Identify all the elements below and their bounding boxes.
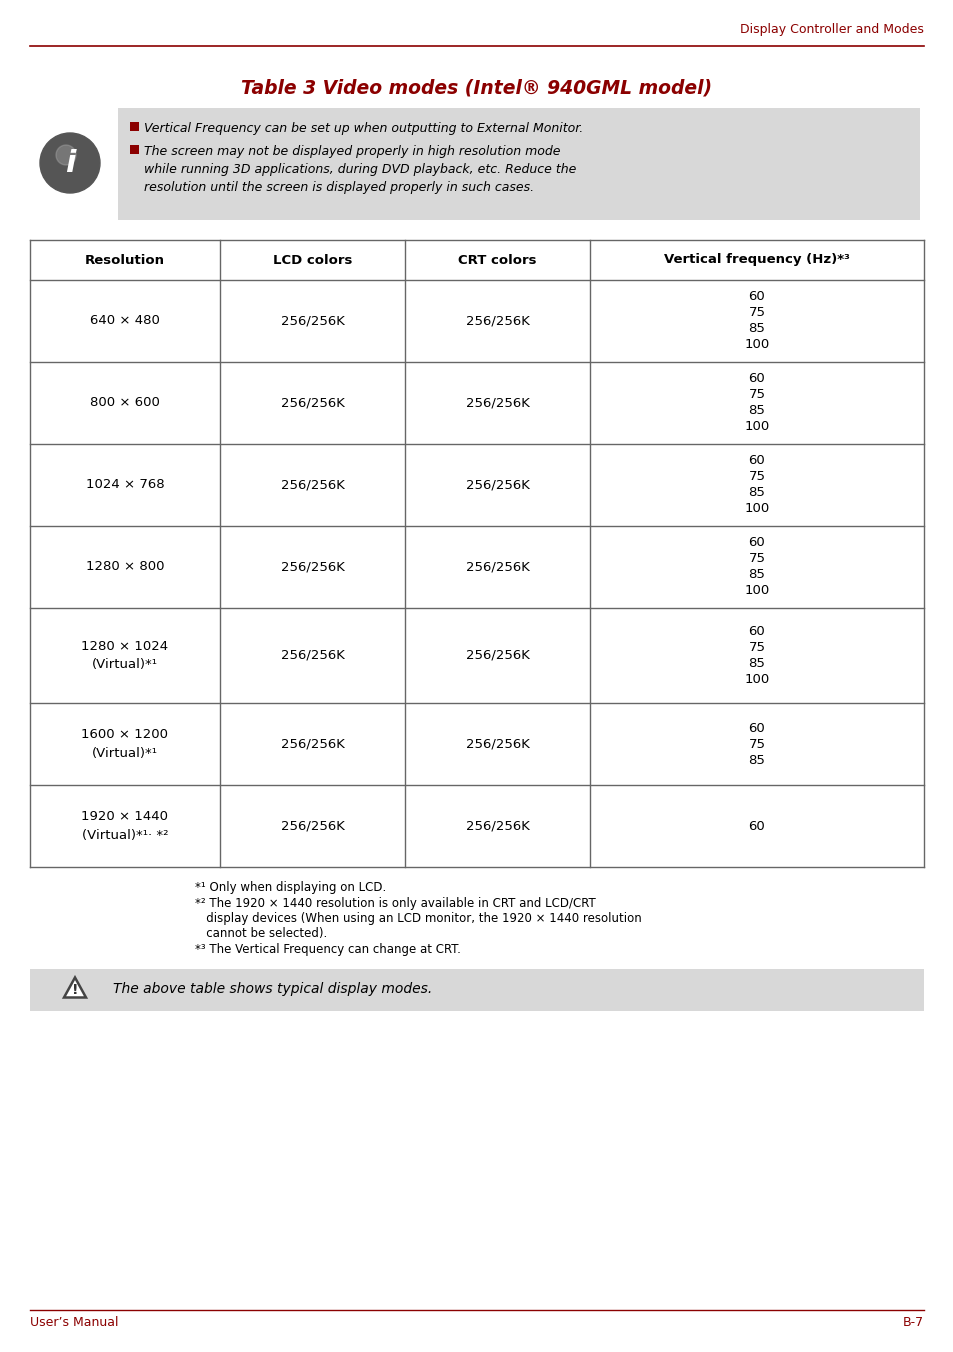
Text: 640 × 480: 640 × 480 (90, 315, 160, 327)
Text: 60: 60 (748, 454, 764, 468)
Text: LCD colors: LCD colors (273, 254, 352, 266)
Text: 256/256K: 256/256K (465, 819, 529, 833)
Text: 256/256K: 256/256K (280, 649, 344, 662)
FancyBboxPatch shape (118, 108, 919, 220)
Text: B-7: B-7 (902, 1315, 923, 1329)
Text: 60: 60 (748, 819, 764, 833)
Text: 256/256K: 256/256K (465, 561, 529, 573)
Text: Table 3 Video modes (Intel® 940GML model): Table 3 Video modes (Intel® 940GML model… (241, 78, 712, 97)
Text: User’s Manual: User’s Manual (30, 1315, 118, 1329)
Text: 100: 100 (743, 338, 769, 352)
Text: 1600 × 1200
(Virtual)*¹: 1600 × 1200 (Virtual)*¹ (81, 729, 169, 760)
Text: The above table shows typical display modes.: The above table shows typical display mo… (112, 983, 432, 996)
Text: 256/256K: 256/256K (280, 396, 344, 410)
Text: Resolution: Resolution (85, 254, 165, 266)
Text: i: i (65, 149, 75, 177)
Text: 256/256K: 256/256K (465, 737, 529, 750)
Text: 256/256K: 256/256K (280, 479, 344, 492)
FancyBboxPatch shape (130, 122, 139, 131)
Text: *² The 1920 × 1440 resolution is only available in CRT and LCD/CRT: *² The 1920 × 1440 resolution is only av… (194, 896, 595, 910)
Text: 60: 60 (748, 537, 764, 549)
FancyBboxPatch shape (30, 968, 923, 1010)
Text: 100: 100 (743, 673, 769, 685)
Text: 256/256K: 256/256K (280, 561, 344, 573)
Text: Display Controller and Modes: Display Controller and Modes (740, 23, 923, 37)
Text: display devices (When using an LCD monitor, the 1920 × 1440 resolution: display devices (When using an LCD monit… (194, 913, 641, 925)
Text: 256/256K: 256/256K (465, 396, 529, 410)
Text: 256/256K: 256/256K (280, 819, 344, 833)
Text: 60: 60 (748, 625, 764, 638)
Text: 60: 60 (748, 291, 764, 303)
Text: 1024 × 768: 1024 × 768 (86, 479, 164, 492)
Polygon shape (64, 977, 86, 998)
Text: 1920 × 1440
(Virtual)*¹· *²: 1920 × 1440 (Virtual)*¹· *² (81, 810, 169, 841)
Text: 256/256K: 256/256K (465, 479, 529, 492)
Text: CRT colors: CRT colors (457, 254, 537, 266)
Text: 85: 85 (748, 487, 764, 499)
Text: 100: 100 (743, 503, 769, 515)
Text: *³ The Vertical Frequency can change at CRT.: *³ The Vertical Frequency can change at … (194, 942, 460, 956)
Text: 256/256K: 256/256K (280, 315, 344, 327)
Text: 1280 × 1024
(Virtual)*¹: 1280 × 1024 (Virtual)*¹ (81, 639, 169, 671)
Text: 85: 85 (748, 323, 764, 335)
Text: 85: 85 (748, 657, 764, 671)
Text: 75: 75 (748, 641, 764, 654)
Text: cannot be selected).: cannot be selected). (194, 927, 327, 941)
Circle shape (56, 145, 76, 165)
Text: 75: 75 (748, 307, 764, 319)
Text: 75: 75 (748, 470, 764, 484)
Text: 75: 75 (748, 737, 764, 750)
Text: 100: 100 (743, 420, 769, 434)
FancyBboxPatch shape (130, 145, 139, 154)
Text: 75: 75 (748, 553, 764, 565)
Text: 256/256K: 256/256K (280, 737, 344, 750)
Text: 75: 75 (748, 388, 764, 402)
Text: 100: 100 (743, 584, 769, 598)
Text: 60: 60 (748, 722, 764, 734)
Text: 256/256K: 256/256K (465, 649, 529, 662)
Circle shape (40, 132, 100, 193)
Text: 85: 85 (748, 753, 764, 767)
Text: 85: 85 (748, 568, 764, 581)
Text: 1280 × 800: 1280 × 800 (86, 561, 164, 573)
Text: *¹ Only when displaying on LCD.: *¹ Only when displaying on LCD. (194, 882, 386, 894)
Text: !: ! (71, 983, 78, 996)
Text: 800 × 600: 800 × 600 (90, 396, 160, 410)
Text: 85: 85 (748, 404, 764, 418)
Text: Vertical frequency (Hz)*³: Vertical frequency (Hz)*³ (663, 254, 849, 266)
Text: The screen may not be displayed properly in high resolution mode
while running 3: The screen may not be displayed properly… (144, 145, 576, 193)
Text: 60: 60 (748, 373, 764, 385)
Text: Vertical Frequency can be set up when outputting to External Monitor.: Vertical Frequency can be set up when ou… (144, 122, 582, 135)
Text: 256/256K: 256/256K (465, 315, 529, 327)
